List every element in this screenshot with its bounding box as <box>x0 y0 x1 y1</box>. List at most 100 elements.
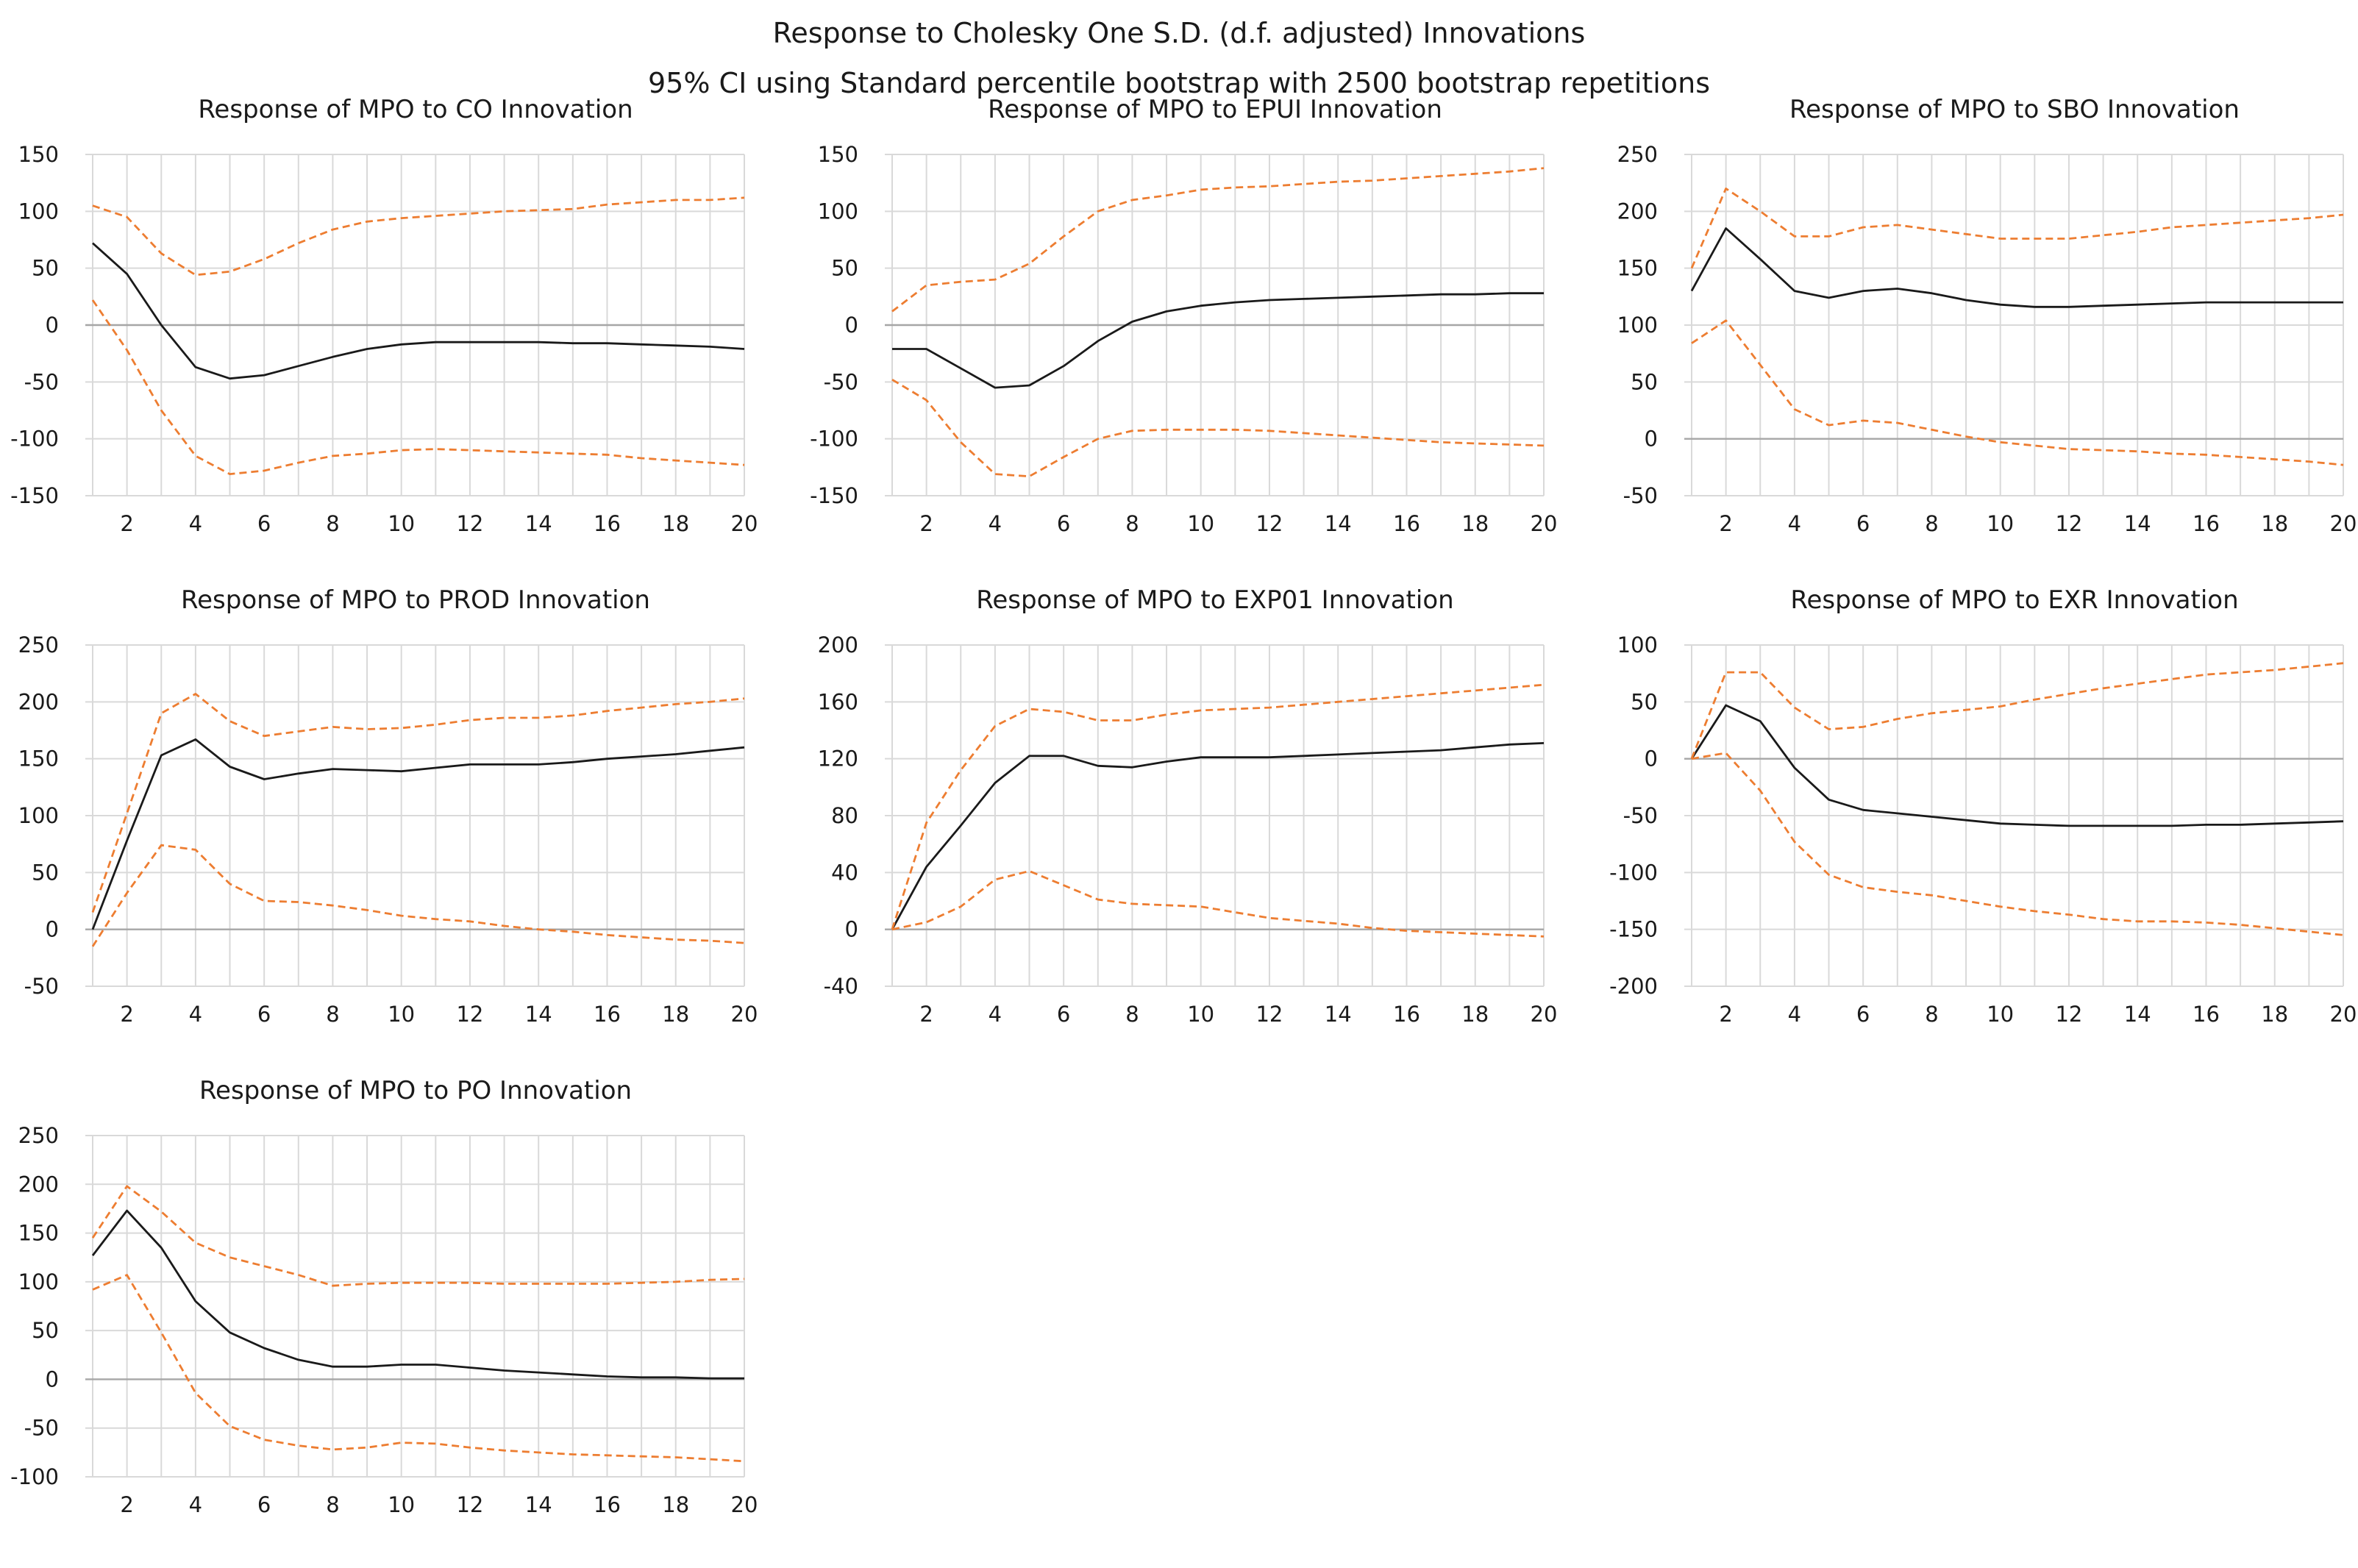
x-tick-label: 10 <box>388 511 415 536</box>
x-tick-label: 12 <box>456 511 483 536</box>
response-line <box>892 292 1544 389</box>
lower-ci-line <box>1691 319 2344 466</box>
upper-ci-line <box>91 693 745 913</box>
y-tick-label: -100 <box>10 427 59 452</box>
y-tick-label: -100 <box>1609 860 1658 885</box>
y-tick-label: 100 <box>18 199 59 224</box>
x-tick-label: 8 <box>1925 1002 1938 1027</box>
x-tick-label: 8 <box>326 1492 339 1517</box>
x-tick-label: 14 <box>525 1002 552 1027</box>
y-tick-label: 50 <box>1631 689 1658 714</box>
x-tick-label: 14 <box>2124 1002 2151 1027</box>
chart-response-of-mpo-to-exp01-innovation: Response of MPO to EXP01 Innovation20016… <box>818 585 1558 1027</box>
x-tick-label: 4 <box>189 1492 202 1517</box>
x-tick-label: 16 <box>1393 1002 1420 1027</box>
x-tick-label: 16 <box>594 1492 621 1517</box>
x-tick-label: 10 <box>1987 511 2014 536</box>
y-tick-label: -50 <box>1623 803 1658 828</box>
upper-ci-line <box>1690 662 2344 760</box>
x-tick-label: 12 <box>456 1492 483 1517</box>
chart-response-of-mpo-to-sbo-innovation: Response of MPO to SBO Innovation2502001… <box>1617 95 2357 536</box>
y-tick-label: -200 <box>1609 974 1658 999</box>
panel-title: Response of MPO to SBO Innovation <box>1789 95 2240 124</box>
y-tick-label: -40 <box>824 974 858 999</box>
y-tick-label: 250 <box>18 632 59 658</box>
panel-title: Response of MPO to PO Innovation <box>199 1076 632 1105</box>
upper-ci-line <box>891 683 1545 930</box>
x-tick-label: 4 <box>1788 1002 1801 1027</box>
x-tick-label: 8 <box>326 511 339 536</box>
y-tick-label: 100 <box>18 803 59 828</box>
x-tick-label: 20 <box>731 511 758 536</box>
y-tick-label: -150 <box>810 483 858 508</box>
x-tick-label: 8 <box>1125 1002 1139 1027</box>
y-tick-label: 150 <box>1617 256 1658 281</box>
y-tick-label: 150 <box>818 142 858 167</box>
y-tick-label: 50 <box>32 860 59 885</box>
panel-title: Response of MPO to EPUI Innovation <box>988 95 1442 124</box>
figure-subtitle: 95% CI using Standard percentile bootstr… <box>648 67 1710 99</box>
y-tick-label: -150 <box>1609 917 1658 942</box>
y-tick-label: 200 <box>18 1172 59 1197</box>
lower-ci-line <box>1691 752 2344 936</box>
x-tick-label: 18 <box>662 511 689 536</box>
x-tick-label: 6 <box>257 511 271 536</box>
y-tick-label: 0 <box>1645 427 1658 452</box>
x-tick-label: 2 <box>120 1492 133 1517</box>
x-tick-label: 20 <box>731 1002 758 1027</box>
x-tick-label: 14 <box>525 1492 552 1517</box>
chart-panels: Response of MPO to CO Innovation15010050… <box>10 95 2357 1517</box>
x-tick-label: 14 <box>1325 511 1352 536</box>
y-tick-label: 0 <box>46 313 59 338</box>
y-tick-label: 40 <box>831 860 858 885</box>
y-tick-label: 100 <box>1617 313 1658 338</box>
x-tick-label: 12 <box>1255 1002 1283 1027</box>
x-tick-label: 10 <box>388 1492 415 1517</box>
response-line <box>91 1209 744 1380</box>
y-tick-label: -100 <box>810 427 858 452</box>
response-line <box>1690 704 2344 827</box>
y-tick-label: 0 <box>46 1366 59 1391</box>
lower-ci-line <box>891 378 1545 478</box>
x-tick-label: 20 <box>1531 511 1558 536</box>
x-tick-label: 16 <box>2193 1002 2220 1027</box>
x-tick-label: 6 <box>257 1002 271 1027</box>
y-tick-label: 0 <box>845 313 858 338</box>
y-tick-label: 80 <box>831 803 858 828</box>
x-tick-label: 18 <box>1461 1002 1489 1027</box>
y-tick-label: 0 <box>46 917 59 942</box>
x-tick-label: 20 <box>1531 1002 1558 1027</box>
x-tick-label: 6 <box>1856 1002 1870 1027</box>
y-tick-label: -150 <box>10 483 59 508</box>
x-tick-label: 8 <box>1125 511 1139 536</box>
panel-title: Response of MPO to PROD Innovation <box>181 585 650 615</box>
y-tick-label: 120 <box>818 746 858 771</box>
x-tick-label: 2 <box>120 1002 133 1027</box>
y-tick-label: -50 <box>824 369 858 394</box>
upper-ci-line <box>92 196 745 277</box>
x-tick-label: 4 <box>189 511 202 536</box>
y-tick-label: -50 <box>24 1416 59 1441</box>
x-tick-label: 14 <box>2124 511 2151 536</box>
x-tick-label: 10 <box>1187 1002 1214 1027</box>
x-tick-label: 18 <box>662 1492 689 1517</box>
y-tick-label: -50 <box>1623 483 1658 508</box>
lower-ci-line <box>92 1274 745 1463</box>
y-tick-label: 0 <box>845 917 858 942</box>
x-tick-label: 12 <box>456 1002 483 1027</box>
lower-ci-line <box>891 870 1545 938</box>
chart-response-of-mpo-to-po-innovation: Response of MPO to PO Innovation25020015… <box>10 1076 758 1517</box>
x-tick-label: 6 <box>1057 511 1070 536</box>
panel-title: Response of MPO to EXP01 Innovation <box>976 585 1453 615</box>
y-tick-label: 150 <box>18 142 59 167</box>
y-tick-label: 150 <box>18 746 59 771</box>
y-tick-label: 200 <box>818 632 858 658</box>
chart-response-of-mpo-to-exr-innovation: Response of MPO to EXR Innovation 100 50 0 -… <box>1609 585 2357 1027</box>
y-tick-label: 250 <box>18 1123 59 1148</box>
upper-ci-line <box>91 1185 745 1287</box>
y-tick-label: 100 <box>18 1269 59 1294</box>
x-tick-label: 6 <box>1856 511 1870 536</box>
x-tick-label: 4 <box>1788 511 1801 536</box>
y-tick-label: 50 <box>32 256 59 281</box>
x-tick-label: 10 <box>388 1002 415 1027</box>
